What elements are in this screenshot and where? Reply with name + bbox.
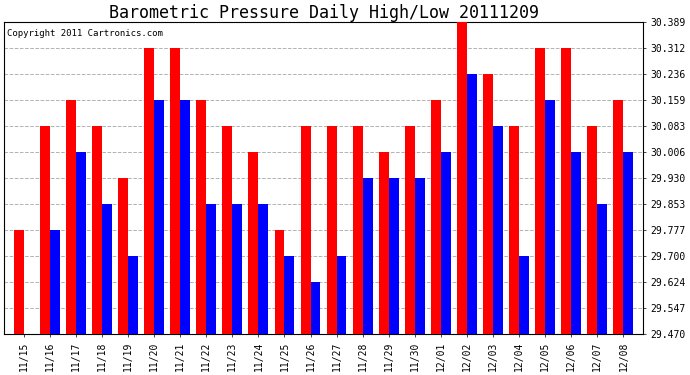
Bar xyxy=(128,256,138,334)
Bar xyxy=(535,48,545,334)
Bar xyxy=(441,152,451,334)
Title: Barometric Pressure Daily High/Low 20111209: Barometric Pressure Daily High/Low 20111… xyxy=(108,4,539,22)
Bar xyxy=(353,126,363,334)
Bar xyxy=(206,204,216,334)
Bar xyxy=(326,126,337,334)
Bar xyxy=(14,230,23,334)
Bar xyxy=(405,126,415,334)
Bar xyxy=(40,126,50,334)
Bar xyxy=(197,100,206,334)
Bar xyxy=(483,74,493,334)
Bar xyxy=(66,100,76,334)
Bar xyxy=(519,256,529,334)
Bar xyxy=(613,100,623,334)
Bar xyxy=(562,48,571,334)
Bar xyxy=(545,100,555,334)
Bar xyxy=(431,100,441,334)
Bar xyxy=(509,126,519,334)
Bar xyxy=(248,152,258,334)
Bar xyxy=(310,282,320,334)
Bar xyxy=(379,152,388,334)
Bar xyxy=(587,126,598,334)
Bar xyxy=(92,126,102,334)
Bar xyxy=(258,204,268,334)
Bar xyxy=(284,256,295,334)
Bar xyxy=(415,178,425,334)
Bar xyxy=(170,48,180,334)
Bar xyxy=(50,230,60,334)
Bar xyxy=(102,204,112,334)
Bar xyxy=(76,152,86,334)
Bar xyxy=(222,126,233,334)
Bar xyxy=(457,22,467,334)
Bar xyxy=(363,178,373,334)
Bar xyxy=(154,100,164,334)
Bar xyxy=(180,100,190,334)
Bar xyxy=(301,126,310,334)
Bar xyxy=(118,178,128,334)
Bar xyxy=(493,126,503,334)
Text: Copyright 2011 Cartronics.com: Copyright 2011 Cartronics.com xyxy=(8,28,164,38)
Bar xyxy=(598,204,607,334)
Bar xyxy=(388,178,399,334)
Bar xyxy=(467,74,477,334)
Bar xyxy=(233,204,242,334)
Bar xyxy=(337,256,346,334)
Bar xyxy=(571,152,581,334)
Bar xyxy=(623,152,633,334)
Bar xyxy=(144,48,154,334)
Bar xyxy=(275,230,284,334)
